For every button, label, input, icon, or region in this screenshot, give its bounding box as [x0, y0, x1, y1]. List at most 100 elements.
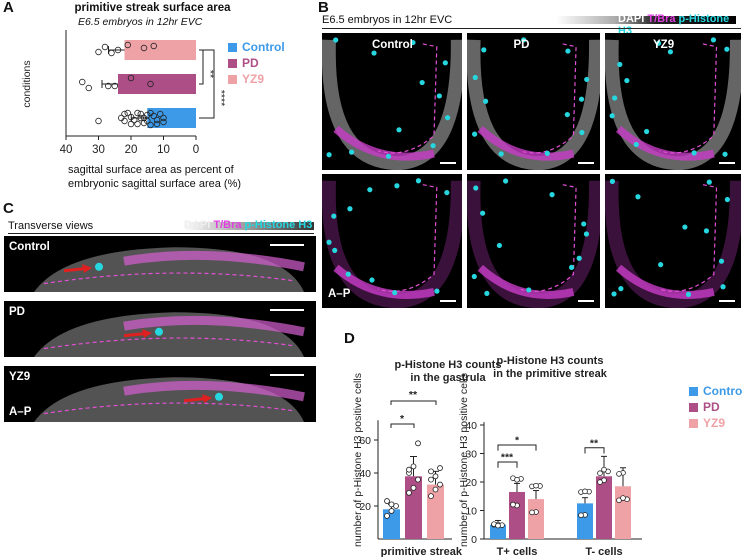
embryo-image-merged-yz9: YZ9: [605, 33, 741, 170]
ph3-cell: [644, 128, 650, 135]
ph3-cell: [434, 288, 440, 294]
tbra-signal: [477, 264, 575, 299]
point-a-pd-5: [147, 80, 154, 88]
stain-dapi: DAPI: [618, 13, 645, 25]
ph3-cell: [724, 46, 730, 52]
point-a-control-20: [124, 109, 131, 117]
bar-d-right-yz9-0: [528, 499, 544, 539]
ap-axis-label-c: A–P: [9, 406, 32, 418]
point-a-yz9-3: [124, 41, 131, 49]
ph3-cell: [394, 183, 400, 189]
point-a-pd-3: [111, 82, 118, 90]
point-d-right-0-2-3: [529, 509, 535, 516]
point-d-left-2-1: [432, 486, 439, 493]
ph3-cell: [498, 151, 504, 157]
scale-bar: [578, 162, 594, 164]
swatch-d-yz9: [689, 418, 698, 428]
ph3-cell: [612, 95, 618, 101]
point-d-left-0-3: [384, 498, 390, 504]
point-a-control-5: [137, 110, 144, 118]
point-d-right-1-0-4: [582, 488, 588, 495]
xcat-d-right-0: T+ cells: [497, 546, 538, 557]
panel-a-xlabel-2: embryonic sagittal surface area (%): [68, 178, 242, 190]
panel-d-right-title-2: in the primitive streak: [493, 368, 608, 380]
red-arrow-head: [82, 264, 92, 273]
ph3-cell: [722, 151, 728, 157]
embryo-image-ph3-control: A–P: [322, 174, 462, 308]
point-a-pd-1: [85, 84, 92, 92]
stain-c-dapi: DAPI: [184, 219, 211, 231]
legend-d-pd-label: PD: [703, 400, 720, 414]
red-arrow-shaft: [63, 266, 87, 273]
panel-d-left-title-2: in the gastrula: [410, 372, 486, 384]
point-a-control-16: [147, 109, 154, 117]
point-d-right-1-2-4: [620, 495, 626, 501]
xtick-label-a-10: 10: [157, 144, 170, 156]
point-d-left-2-2: [437, 481, 443, 488]
ph3-cell: [581, 221, 587, 227]
ph3-cell: [331, 213, 337, 219]
ph3-cell: [472, 74, 478, 81]
legend-d-yz9: YZ9: [689, 416, 725, 430]
ph3-cell: [584, 76, 590, 83]
legend-d-control: Control: [689, 384, 743, 398]
row-label-control: Control: [9, 241, 50, 253]
embryo-tissue: [322, 39, 462, 170]
point-d-right-0-0-4: [495, 522, 501, 529]
streak-outline: [377, 43, 438, 154]
panel-d-left-xlabel: primitive streak: [381, 546, 463, 557]
point-d-right-0-1-3: [510, 501, 516, 508]
ph3-cell: [658, 262, 664, 268]
panel-a-xticks: 40 30 20 10 0: [60, 136, 199, 156]
point-d-left-1-2: [415, 476, 421, 483]
point-d-right-0-1-4: [514, 476, 520, 483]
point-d-left-1-0: [406, 489, 412, 496]
sig-d-right-3: **: [590, 437, 599, 449]
panel-b-header-line: [322, 28, 741, 29]
ph3-cell: [348, 149, 355, 155]
bar-a-yz9: [124, 40, 196, 60]
point-d-left-2-5: [437, 465, 443, 471]
point-a-yz9-5: [150, 42, 157, 50]
scale-bar: [270, 309, 304, 311]
panel-label-c: C: [3, 200, 14, 217]
col-label-control: Control: [372, 39, 413, 51]
sig-d-left-1: *: [400, 413, 405, 425]
ph3-cell: [703, 228, 710, 234]
sig-bracket-1: [199, 49, 204, 85]
bar-d-right-pd-0: [509, 491, 525, 539]
ph3-cell: [473, 185, 479, 191]
xtick-label-a-20: 20: [125, 144, 138, 156]
ph3-cell: [624, 77, 630, 84]
sig-bracket-2: [199, 49, 215, 119]
ph3-cell: [578, 96, 585, 102]
panel-d-left-title-1: p-Histone H3 counts: [395, 359, 502, 371]
point-a-pd-0: [79, 78, 86, 86]
embryo-drawing: [322, 37, 462, 170]
transverse-drawing: [34, 247, 305, 292]
panel-b-header: E6.5 embryos in 12hr EVC: [322, 14, 453, 26]
point-a-control-17: [153, 120, 161, 128]
ph3-cell: [480, 210, 486, 216]
sig-d-right-1: ***: [501, 452, 514, 464]
point-a-control-12: [160, 114, 167, 122]
red-arrow-shaft: [183, 396, 207, 403]
panel-c-header: Transverse views: [8, 220, 94, 232]
ph3-cell: [333, 37, 339, 43]
point-a-control-15: [140, 119, 148, 127]
ph3-cell: [718, 258, 725, 264]
transverse-image-yz9: YZ9 A–P: [4, 366, 316, 422]
transverse-drawing: [34, 377, 305, 422]
bar-d-right-pd-1: [596, 476, 612, 539]
point-d-right-1-1-0: [597, 470, 603, 477]
embryo-image-merged-control: Control: [322, 33, 462, 170]
ph3-cell: [345, 271, 351, 277]
ph3-cell: [579, 129, 585, 136]
legend-d-yz9-label: YZ9: [703, 416, 726, 430]
point-d-left-0-4: [388, 501, 395, 508]
tbra-signal: [615, 264, 715, 299]
point-a-yz9-2: [108, 49, 115, 57]
embryo-tissue: [322, 180, 462, 308]
point-d-left-1-4: [410, 463, 417, 470]
sig-bracket-d-right-3: [584, 447, 605, 454]
